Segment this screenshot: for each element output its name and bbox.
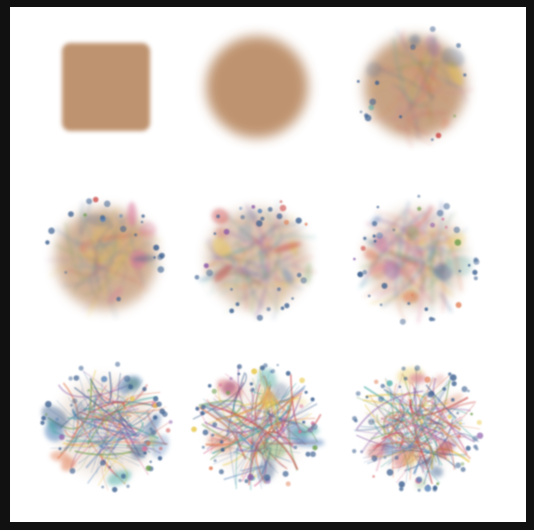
layout-panel-1 [62, 43, 150, 131]
nodes [191, 363, 318, 487]
hub-fan [47, 375, 159, 478]
clusters [211, 208, 313, 285]
layout-panel-9 [352, 365, 484, 492]
image-frame [10, 7, 526, 522]
layout-panel-2 [206, 36, 308, 138]
clusters [41, 375, 169, 486]
blob-square [62, 43, 150, 131]
clusters [365, 34, 465, 130]
blob-disk [206, 36, 308, 138]
clusters [79, 201, 157, 304]
nodes [194, 200, 308, 321]
layout-panel-8 [191, 363, 325, 491]
nodes [353, 194, 480, 325]
edges [198, 200, 316, 321]
nodes [356, 26, 467, 142]
hub-fan [362, 369, 466, 484]
layout-panel-3 [356, 26, 474, 148]
layout-panel-5 [194, 200, 316, 321]
layout-panel-7 [40, 361, 173, 493]
graph-layout-grid [40, 26, 484, 493]
clusters [207, 368, 325, 483]
nodes [40, 361, 173, 493]
layout-panel-6 [353, 194, 480, 325]
clusters [366, 367, 464, 489]
layout-panel-4 [45, 196, 166, 319]
nodes [45, 196, 165, 302]
nodes [352, 365, 484, 492]
